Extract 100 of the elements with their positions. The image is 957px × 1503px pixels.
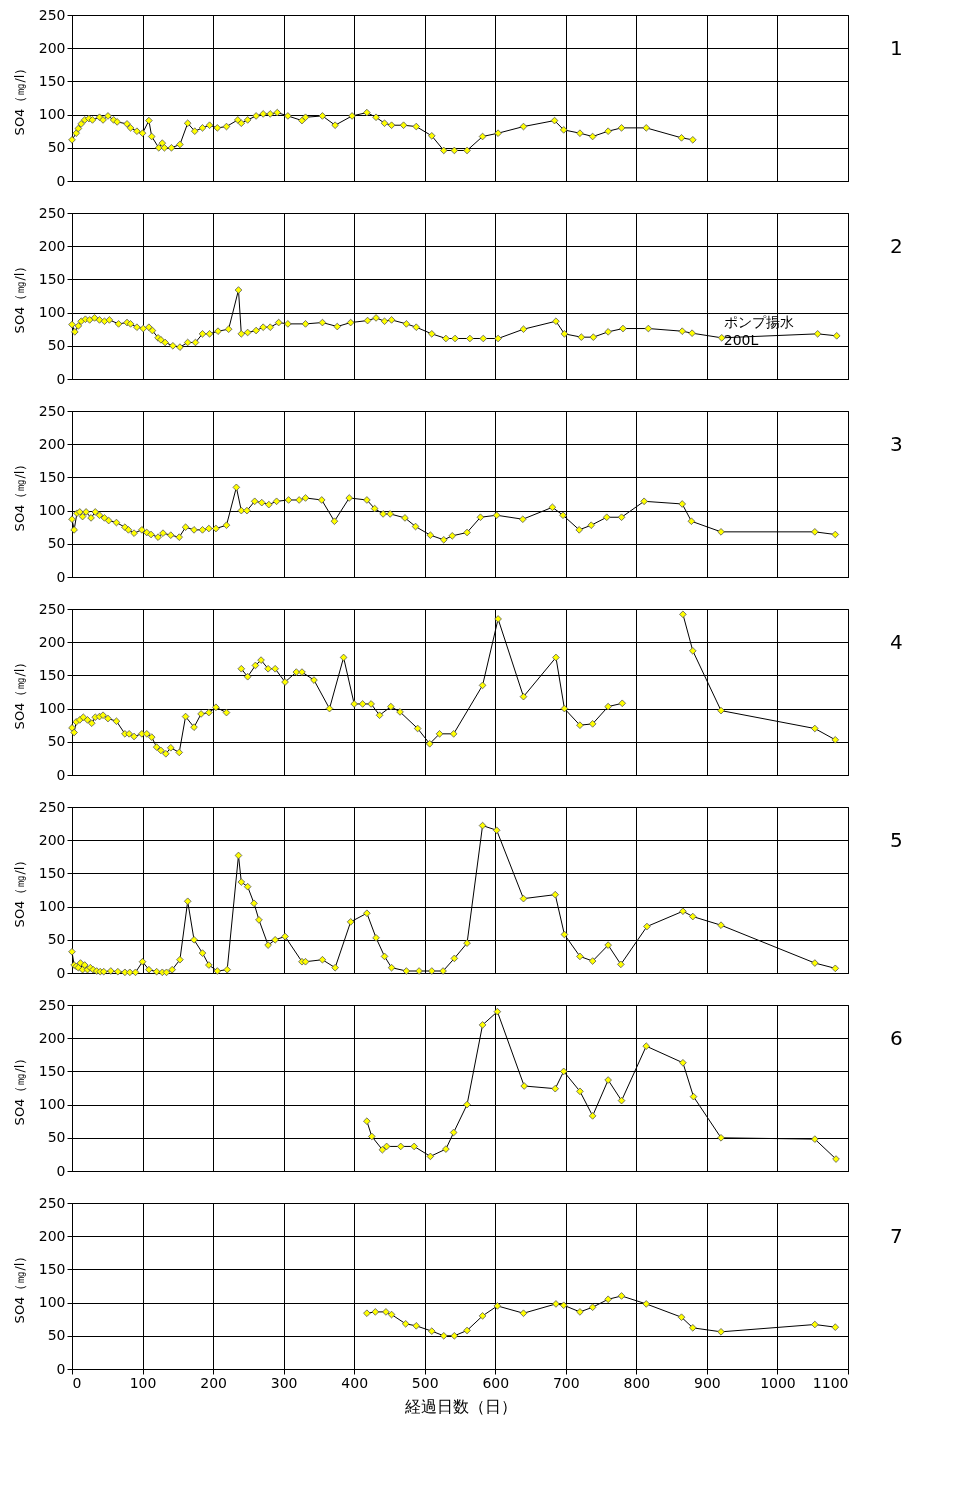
x-tick-label: 0	[72, 1374, 82, 1391]
point	[642, 1300, 650, 1308]
point	[811, 1320, 819, 1329]
y-tick-label: 100	[38, 304, 66, 321]
point	[520, 1082, 528, 1090]
x-tick-label: 500	[411, 1374, 439, 1391]
point	[463, 1326, 471, 1335]
y-tick-label: 100	[38, 1294, 66, 1311]
text: 6	[890, 1026, 903, 1050]
y-tick-label: 100	[38, 106, 66, 123]
x-tick-label: 1100	[812, 1374, 849, 1391]
point	[642, 1042, 650, 1050]
x-tick-label: 100	[129, 1374, 157, 1391]
point	[832, 1155, 840, 1163]
y-tick-label: 150	[38, 666, 66, 683]
point	[717, 1134, 725, 1142]
y-axis-title: SO4（㎎/l）	[11, 1249, 27, 1324]
point	[387, 1310, 396, 1319]
y-axis-title: SO4（㎎/l）	[11, 655, 27, 730]
y-tick-label: 150	[38, 864, 66, 881]
y-tick-label: 50	[47, 139, 66, 156]
text: 7	[890, 1224, 903, 1248]
y-tick-label: 200	[38, 39, 66, 56]
point	[382, 1308, 390, 1316]
y-axis-title: SO4（㎎/l）	[11, 853, 27, 928]
point	[679, 1059, 687, 1067]
y-tick-label: 200	[38, 1029, 66, 1046]
y-tick-label: 50	[47, 1129, 66, 1146]
point	[617, 1292, 626, 1300]
y-tick-label: 150	[38, 1260, 66, 1277]
point	[588, 1112, 597, 1120]
y-tick-label: 50	[47, 1327, 66, 1344]
x-tick-label: 800	[623, 1374, 651, 1391]
point	[493, 1302, 502, 1310]
point	[559, 1301, 568, 1310]
y-tick-label: 0	[56, 370, 66, 387]
y-tick-label: 100	[38, 700, 66, 717]
y-tick-label: 50	[47, 733, 66, 750]
y-tick-label: 150	[38, 1062, 66, 1079]
y-tick-label: 250	[38, 204, 66, 221]
y-tick-label: 250	[38, 996, 66, 1013]
point	[551, 1084, 559, 1093]
y-tick-label: 250	[38, 402, 66, 419]
point	[401, 1320, 410, 1328]
y-tick-label: 100	[38, 502, 66, 519]
y-axis-title: SO4（㎎/l）	[11, 61, 27, 136]
y-tick-label: 150	[38, 270, 66, 287]
point	[363, 1117, 371, 1125]
y-tick-label: 250	[38, 6, 66, 23]
point	[519, 1309, 528, 1317]
x-tick-label: 400	[341, 1374, 369, 1391]
text: 2	[890, 234, 903, 258]
point	[831, 1323, 840, 1331]
point	[478, 1312, 487, 1320]
point	[576, 1087, 584, 1096]
y-tick-label: 0	[56, 964, 66, 981]
point	[428, 1327, 436, 1335]
point	[493, 1007, 502, 1016]
point	[396, 1142, 405, 1151]
y-tick-label: 250	[38, 600, 66, 617]
point	[588, 1303, 597, 1311]
point	[811, 1135, 819, 1143]
point	[552, 1300, 560, 1308]
y-tick-label: 0	[56, 1360, 66, 1377]
y-tick-label: 100	[38, 898, 66, 915]
y-tick-label: 0	[56, 568, 66, 585]
y-tick-label: 150	[38, 468, 66, 485]
y-tick-label: 200	[38, 633, 66, 650]
point	[412, 1322, 421, 1330]
y-axis-title: SO4（㎎/l）	[11, 259, 27, 334]
text: 5	[890, 828, 903, 852]
point	[689, 1092, 698, 1101]
x-tick-label: 700	[552, 1374, 580, 1391]
point	[382, 1142, 391, 1151]
point	[463, 1100, 471, 1109]
point	[677, 1313, 686, 1321]
point	[363, 1309, 371, 1317]
text: 4	[890, 630, 903, 654]
y-tick-label: 200	[38, 435, 66, 452]
y-tick-label: 250	[38, 1194, 66, 1211]
point	[442, 1145, 450, 1153]
point	[440, 1332, 448, 1340]
point	[368, 1132, 376, 1141]
y-tick-label: 0	[56, 766, 66, 783]
point	[559, 1067, 568, 1076]
y-tick-label: 250	[38, 798, 66, 815]
point	[450, 1332, 459, 1340]
point	[426, 1152, 435, 1161]
y-tick-label: 200	[38, 237, 66, 254]
point	[371, 1308, 380, 1316]
point	[604, 1076, 612, 1084]
y-axis-title: SO4（㎎/l）	[11, 457, 27, 532]
y-tick-label: 50	[47, 337, 66, 354]
point	[410, 1142, 418, 1151]
point	[689, 1324, 697, 1332]
y-tick-label: 0	[56, 172, 66, 189]
x-tick-label: 200	[200, 1374, 227, 1391]
point	[478, 1021, 487, 1029]
point	[449, 1128, 458, 1137]
y-tick-label: 50	[47, 931, 66, 948]
